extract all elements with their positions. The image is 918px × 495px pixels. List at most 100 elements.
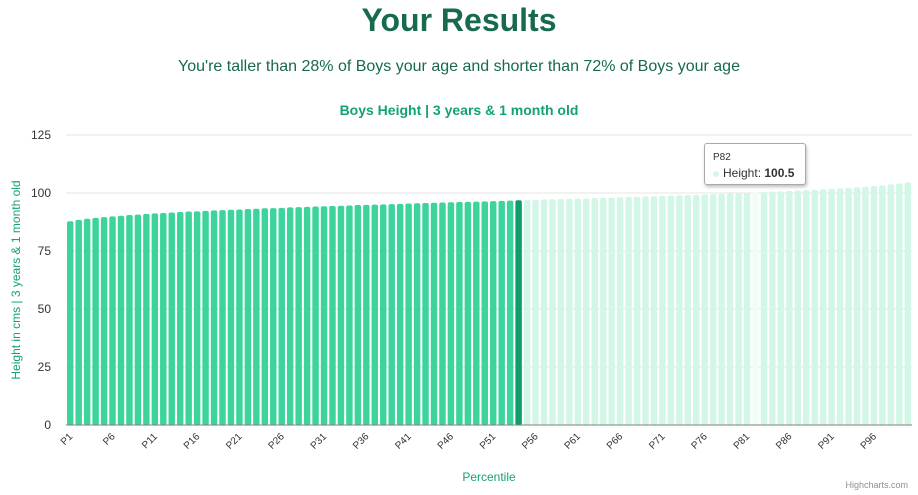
bar-p16[interactable] (193, 211, 201, 425)
bar-p4[interactable] (92, 217, 99, 425)
bar-p100[interactable] (904, 182, 911, 425)
bar-p76[interactable] (701, 194, 708, 425)
bar-p63[interactable] (591, 198, 598, 425)
bar-p65[interactable] (608, 197, 615, 425)
bar-p88[interactable] (803, 190, 810, 425)
bar-p75[interactable] (693, 194, 700, 425)
bar-p54[interactable] (515, 200, 522, 425)
bar-p67[interactable] (625, 196, 632, 425)
bar-p87[interactable] (794, 190, 802, 425)
bar-p20[interactable] (227, 209, 235, 425)
bar-p1[interactable] (67, 221, 74, 425)
bar-p23[interactable] (253, 208, 260, 425)
bar-p66[interactable] (616, 197, 624, 425)
bar-p53[interactable] (506, 200, 514, 425)
bar-p71[interactable] (659, 196, 666, 425)
bar-p41[interactable] (405, 203, 412, 425)
bar-p6[interactable] (109, 216, 116, 425)
bar-p46[interactable] (447, 202, 455, 425)
bar-p10[interactable] (143, 213, 150, 425)
bar-p7[interactable] (117, 215, 125, 425)
bar-p60[interactable] (566, 198, 573, 425)
bar-p68[interactable] (633, 196, 641, 425)
bar-p44[interactable] (430, 202, 438, 425)
bar-p11[interactable] (151, 213, 159, 425)
bar-p3[interactable] (83, 218, 91, 425)
bar-p37[interactable] (371, 204, 379, 425)
bar-p27[interactable] (286, 207, 294, 425)
bar-p5[interactable] (100, 217, 108, 425)
bar-p58[interactable] (549, 199, 556, 425)
bar-p56[interactable] (532, 199, 539, 425)
bar-p47[interactable] (456, 202, 463, 425)
bar-p15[interactable] (185, 211, 192, 425)
bar-p61[interactable] (574, 198, 582, 425)
bar-p22[interactable] (244, 209, 252, 425)
bar-p33[interactable] (337, 205, 345, 425)
bar-p49[interactable] (473, 201, 480, 425)
bar-p77[interactable] (709, 194, 717, 425)
bar-p48[interactable] (464, 201, 472, 425)
bar-p52[interactable] (498, 200, 505, 425)
bar-p91[interactable] (828, 188, 835, 425)
bar-p72[interactable] (667, 195, 675, 425)
bar-p31[interactable] (320, 206, 328, 425)
bar-p70[interactable] (650, 196, 658, 425)
bar-p36[interactable] (363, 204, 370, 425)
bar-p2[interactable] (75, 219, 82, 425)
bar-p78[interactable] (718, 193, 725, 425)
bar-p86[interactable] (786, 190, 793, 425)
bar-p59[interactable] (557, 199, 565, 425)
bar-p30[interactable] (312, 206, 319, 425)
bar-p95[interactable] (862, 186, 869, 425)
bar-p12[interactable] (160, 212, 167, 425)
bar-p64[interactable] (599, 197, 607, 425)
chart-credit-link[interactable]: Highcharts.com (845, 480, 908, 490)
bar-p40[interactable] (396, 203, 404, 425)
bar-p57[interactable] (540, 199, 548, 426)
bar-p32[interactable] (329, 205, 336, 425)
bar-p29[interactable] (303, 206, 311, 425)
bar-p74[interactable] (684, 195, 692, 425)
bar-p80[interactable] (735, 193, 742, 425)
bar-p79[interactable] (726, 193, 734, 425)
bar-p35[interactable] (354, 205, 362, 425)
bar-p18[interactable] (210, 210, 218, 425)
bar-p82[interactable] (752, 191, 759, 425)
bar-p9[interactable] (134, 214, 142, 425)
bar-p17[interactable] (202, 210, 209, 425)
bar-p89[interactable] (811, 189, 818, 425)
bar-p98[interactable] (887, 184, 895, 425)
bar-p26[interactable] (278, 207, 285, 425)
bar-p99[interactable] (896, 183, 903, 425)
bar-p39[interactable] (388, 204, 395, 425)
bar-p13[interactable] (168, 212, 175, 425)
bar-p85[interactable] (777, 191, 785, 425)
bar-p92[interactable] (836, 188, 844, 425)
bar-p8[interactable] (126, 215, 133, 425)
bar-p96[interactable] (870, 186, 878, 425)
bar-p97[interactable] (879, 185, 886, 425)
bar-p28[interactable] (295, 207, 302, 425)
bar-p43[interactable] (422, 202, 429, 425)
bar-p73[interactable] (676, 195, 683, 425)
bar-p62[interactable] (583, 198, 590, 425)
bar-p38[interactable] (380, 204, 387, 425)
bar-p81[interactable] (743, 193, 751, 425)
bar-p14[interactable] (176, 212, 184, 425)
bar-p83[interactable] (760, 192, 768, 425)
bar-p24[interactable] (261, 208, 269, 425)
bar-p51[interactable] (490, 201, 497, 425)
bar-p55[interactable] (523, 199, 531, 425)
bar-p93[interactable] (845, 187, 852, 425)
bar-p19[interactable] (219, 210, 226, 425)
bar-p50[interactable] (481, 201, 488, 425)
bar-p25[interactable] (270, 208, 277, 425)
bar-p90[interactable] (819, 189, 827, 425)
bar-p34[interactable] (346, 205, 353, 425)
bar-p69[interactable] (642, 196, 649, 425)
bar-p42[interactable] (413, 203, 421, 425)
bar-p21[interactable] (236, 209, 243, 425)
bar-p45[interactable] (439, 202, 446, 425)
bar-p84[interactable] (769, 191, 776, 425)
